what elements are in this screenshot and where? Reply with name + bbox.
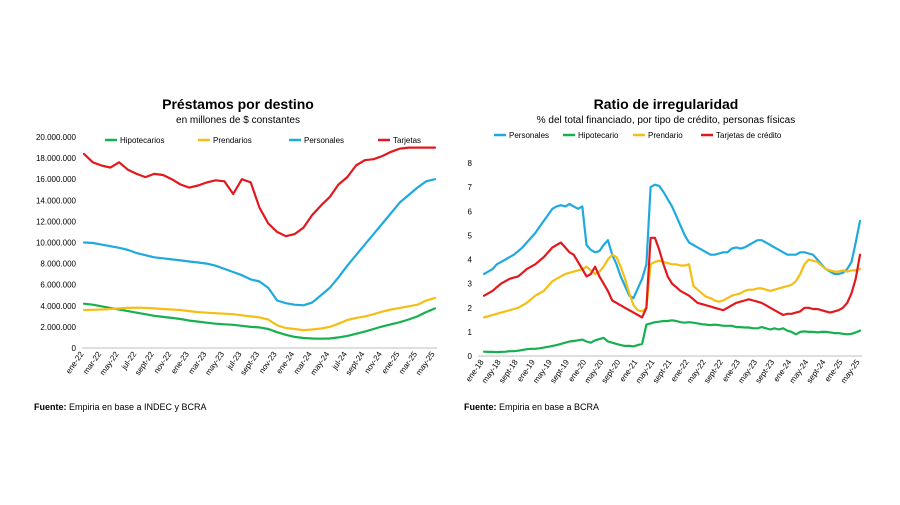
source-label: Fuente: [464,402,497,412]
chart-irregularidad: Ratio de irregularidad % del total finan… [464,96,862,412]
legend-label-prendario: Prendario [648,131,683,140]
series-lines [82,146,437,340]
y-tick-label: 8.000.000 [40,260,76,269]
x-tick-label: may-25 [414,350,437,377]
y-tick-label: 16.000.000 [36,175,77,184]
y-tick-label: 1 [468,328,473,337]
y-tick-label: 8 [468,159,473,168]
x-tick-label: may-23 [203,350,226,377]
legend: Personales Hipotecario Prendario Tarjeta… [494,131,782,140]
series-line-hipotecario [482,319,862,354]
x-tick-label: sept-24 [344,350,367,377]
y-tick-label: 4.000.000 [40,302,76,311]
series-line-tarjetas-de-cr-dito [482,236,862,319]
x-axis-ticks: ene-18may-18sept-18ene-19may-19sept-19en… [464,358,862,385]
series-lines [482,183,862,354]
source-note: Fuente: Empiria en base a INDEC y BCRA [34,402,207,412]
y-axis-ticks: 0 1 2 3 4 5 6 7 8 [468,159,473,361]
y-tick-label: 4 [468,256,473,265]
x-tick-label: may-24 [309,350,332,377]
series-line-personales [82,178,437,307]
y-tick-label: 18.000.000 [36,154,77,163]
legend: Hipotecarios Prendarios Personales Tarje… [105,136,421,145]
y-tick-label: 20.000.000 [36,133,77,142]
series-line-hipotecarios [82,302,437,340]
source-label: Fuente: [34,402,67,412]
chart-title: Préstamos por destino [162,96,314,112]
series-line-prendarios [82,296,437,332]
series-line-prendario [482,253,862,319]
legend-label-tarjetas: Tarjetas [393,136,421,145]
y-tick-label: 2 [468,304,473,313]
x-tick-label: may-22 [98,350,121,377]
source-text: Empiria en base a INDEC y BCRA [67,402,207,412]
y-tick-label: 10.000.000 [36,239,77,248]
source-text: Empiria en base a BCRA [497,402,600,412]
chart-subtitle: en millones de $ constantes [176,115,300,126]
y-axis-ticks: 0 2.000.000 4.000.000 6.000.000 8.000.000 10.… [36,133,77,353]
y-tick-label: 2.000.000 [40,323,76,332]
y-tick-label: 0 [468,352,473,361]
legend-label-prendarios: Prendarios [213,136,252,145]
legend-label-hipotecario: Hipotecario [578,131,619,140]
y-tick-label: 5 [468,231,473,240]
y-tick-label: 7 [468,183,473,192]
series-line-tarjetas [82,146,437,238]
chart-prestamos: Préstamos por destino en millones de $ c… [34,96,437,412]
y-tick-label: 6 [468,207,473,216]
legend-label-tarjetas: Tarjetas de crédito [716,131,782,140]
legend-label-personales: Personales [509,131,549,140]
source-note: Fuente: Empiria en base a BCRA [464,402,599,412]
y-tick-label: 3 [468,280,473,289]
y-tick-label: 12.000.000 [36,217,77,226]
y-tick-label: 14.000.000 [36,196,77,205]
legend-label-hipotecarios: Hipotecarios [120,136,164,145]
x-tick-label: sept-23 [238,350,261,377]
y-tick-label: 6.000.000 [40,281,76,290]
series-line-personales [482,183,862,300]
chart-title: Ratio de irregularidad [594,96,739,112]
chart-subtitle: % del total financiado, por tipo de créd… [537,115,795,126]
x-tick-label: sept-22 [133,350,156,377]
y-tick-label: 0 [72,344,77,353]
x-axis-ticks: ene-22mar-22may-22jul-22sept-22nov-22ene… [64,350,437,377]
legend-label-personales: Personales [304,136,344,145]
